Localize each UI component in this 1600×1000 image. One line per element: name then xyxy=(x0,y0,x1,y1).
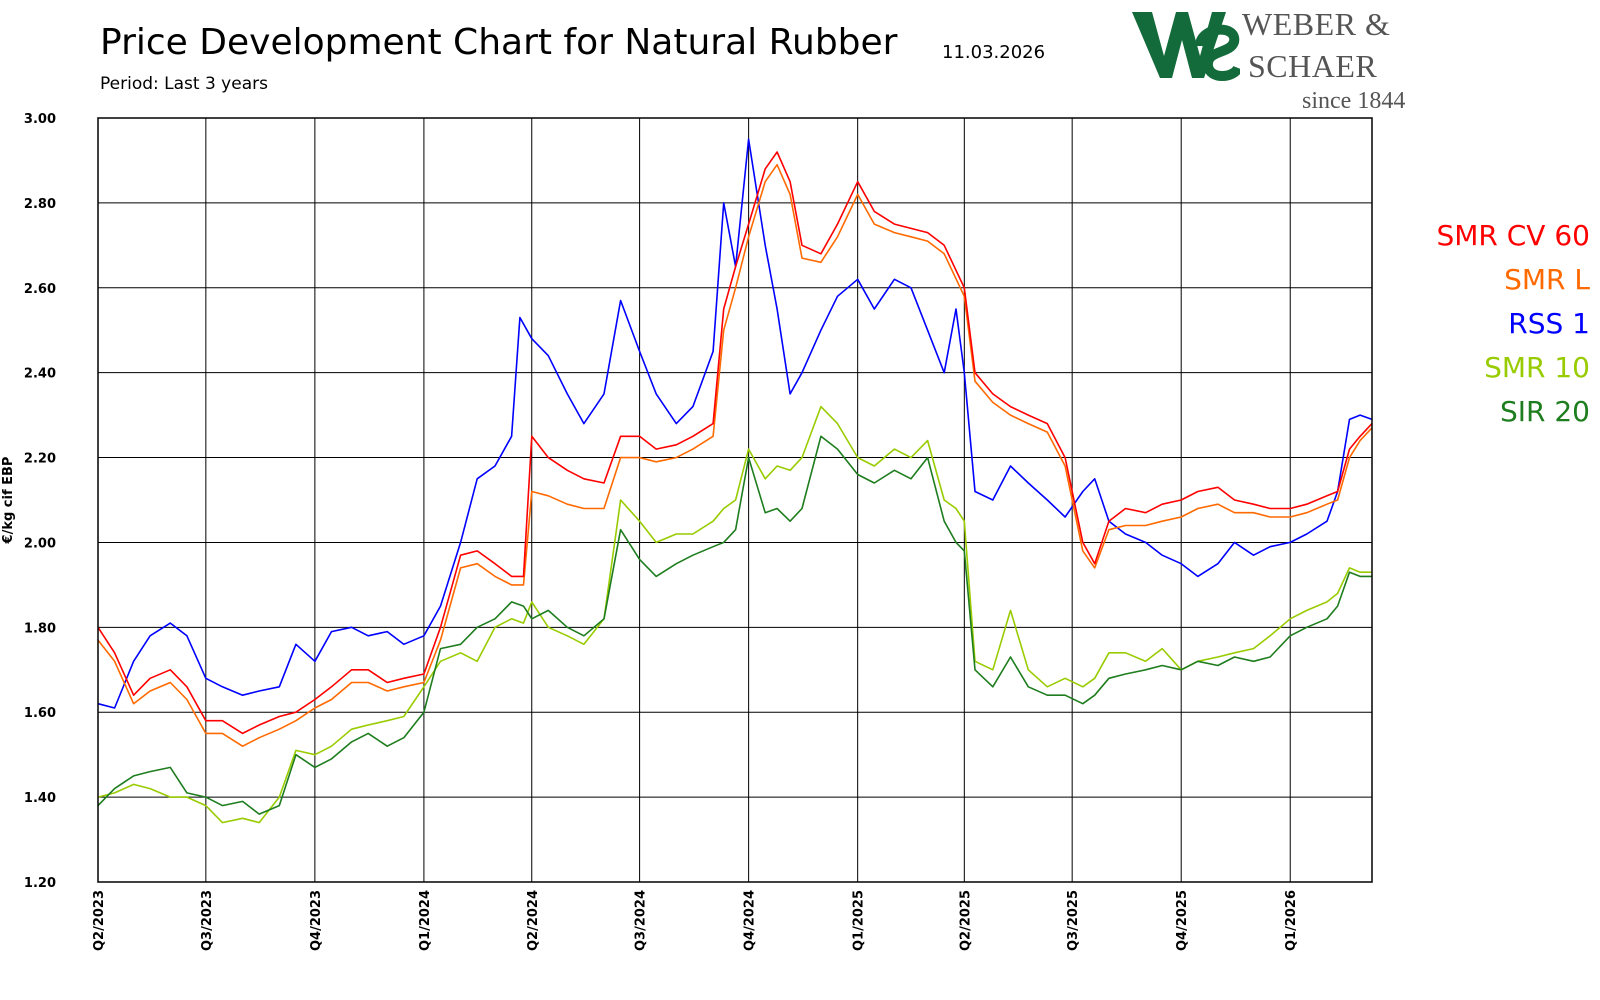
chart-date: 11.03.2026 xyxy=(942,42,1046,63)
series-line-smr-cv-60 xyxy=(97,151,1373,735)
y-tick-label: 2.80 xyxy=(24,197,56,212)
x-tick-label: Q2/2025 xyxy=(958,890,973,951)
ws-monogram-icon xyxy=(1132,12,1243,81)
series-line-rss-1 xyxy=(97,138,1373,709)
legend-item-smr-cv-60: SMR CV 60 xyxy=(1436,219,1590,252)
chart-title: Price Development Chart for Natural Rubb… xyxy=(100,22,898,63)
x-tick-label: Q4/2023 xyxy=(309,890,324,951)
legend-item-smr-10: SMR 10 xyxy=(1484,351,1590,384)
legend-item-rss-1: RSS 1 xyxy=(1508,307,1590,340)
y-axis-ticks: 1.20 1.40 1.60 1.80 2.00 2.20 2.40 2.60 2.80 3.00 xyxy=(24,112,56,891)
company-logo: WEBER & SCHAER since 1844 xyxy=(1130,6,1420,116)
x-tick-label: Q2/2024 xyxy=(526,890,541,951)
chart-period: Period: Last 3 years xyxy=(100,74,268,94)
x-tick-label: Q1/2024 xyxy=(418,890,433,951)
y-tick-label: 2.00 xyxy=(24,536,56,551)
x-axis-ticks: Q2/2023 Q3/2023 Q4/2023 Q1/2024 Q2/2024 Q3/20… xyxy=(92,890,1299,951)
y-tick-label: 2.60 xyxy=(24,282,56,297)
plot-frame xyxy=(97,117,1373,883)
y-axis-label: €/kg cif EBP xyxy=(1,457,16,545)
y-tick-label: 1.20 xyxy=(24,876,56,891)
series-line-smr-10 xyxy=(97,405,1372,824)
series-line-sir-20 xyxy=(97,435,1372,815)
x-tick-label: Q3/2025 xyxy=(1066,890,1081,951)
logo-line-2: SCHAER xyxy=(1248,48,1378,84)
x-tick-label: Q4/2025 xyxy=(1175,890,1190,951)
series-line-smr-l xyxy=(97,163,1373,748)
y-tick-label: 1.60 xyxy=(24,706,56,721)
x-tick-label: Q3/2023 xyxy=(200,890,215,951)
x-tick-label: Q2/2023 xyxy=(92,890,107,951)
chart-legend: SMR CV 60 SMR L RSS 1 SMR 10 SIR 20 xyxy=(1380,214,1590,434)
y-tick-label: 1.80 xyxy=(24,621,56,636)
x-tick-label: Q1/2025 xyxy=(852,890,867,951)
y-tick-label: 3.00 xyxy=(24,112,56,127)
y-tick-label: 1.40 xyxy=(24,791,56,806)
legend-item-sir-20: SIR 20 xyxy=(1499,395,1590,428)
logo-line-1: WEBER & xyxy=(1242,6,1391,42)
y-tick-label: 2.20 xyxy=(24,452,56,467)
price-chart: 1.20 1.40 1.60 1.80 2.00 2.20 2.40 2.60 2.80 3.00… xyxy=(1,112,1373,951)
y-tick-label: 2.40 xyxy=(24,367,56,382)
x-tick-label: Q1/2026 xyxy=(1284,890,1299,951)
x-tick-label: Q4/2024 xyxy=(743,890,758,951)
legend-item-smr-l: SMR L xyxy=(1504,263,1590,296)
chart-series xyxy=(97,138,1373,824)
logo-line-3: since 1844 xyxy=(1302,88,1406,114)
x-tick-label: Q3/2024 xyxy=(634,890,649,951)
